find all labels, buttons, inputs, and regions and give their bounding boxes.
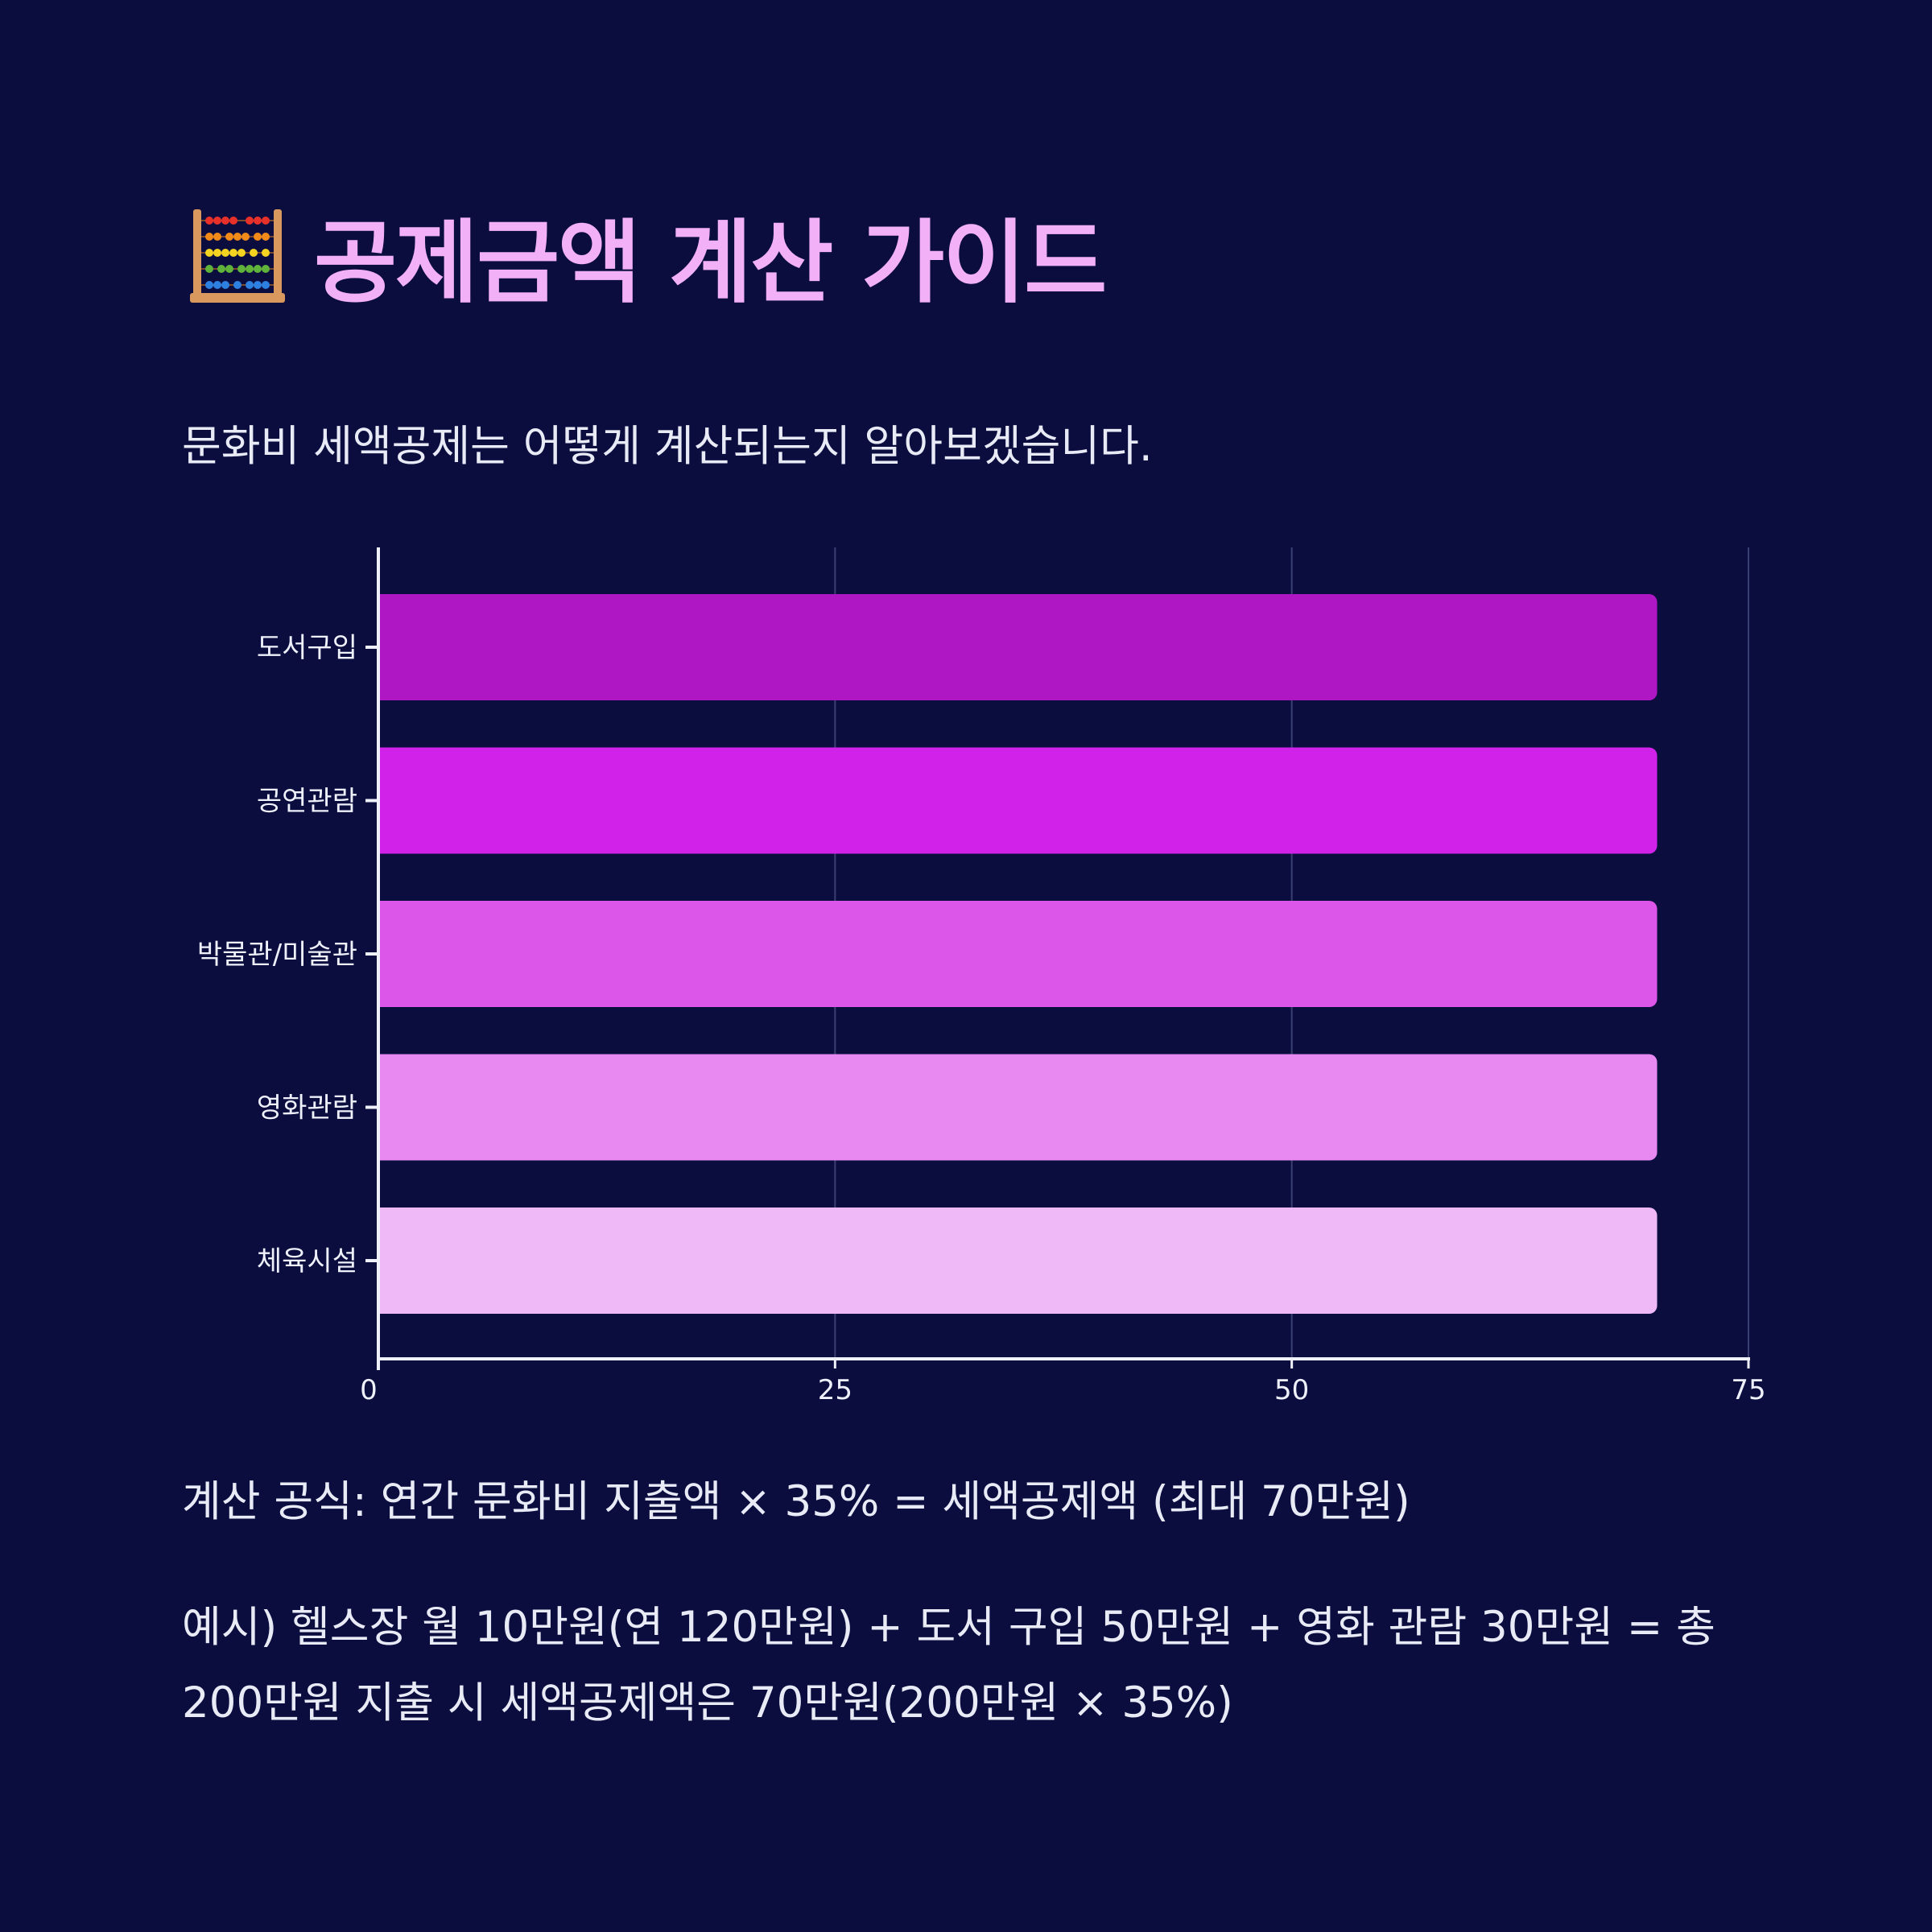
axes — [365, 547, 1750, 1370]
bar-edge-4 — [378, 1208, 394, 1314]
page-title: 공제금액 계산 가이드 — [314, 211, 1107, 316]
example-line-2: 200만원 지출 시 세액공제액은 70만원(200만원 × 35%) — [182, 1678, 1233, 1728]
formula-text: 계산 공식: 연간 문화비 지출액 × 35% = 세액공제액 (최대 70만원… — [182, 1477, 1410, 1526]
bar-edge-2 — [378, 901, 394, 1007]
y-tick-label: 영화관람 — [257, 1092, 357, 1125]
x-tick-label: 0 — [360, 1374, 378, 1406]
y-tick-label: 공연관람 — [257, 786, 357, 818]
bar-0 — [378, 594, 1657, 700]
bar-edge-1 — [378, 747, 394, 854]
bar-4 — [378, 1208, 1657, 1314]
y-tick-label: 체육시설 — [257, 1245, 357, 1278]
title-row: 공제금액 계산 가이드 — [185, 195, 1107, 316]
example-text: 예시) 헬스장 월 10만원(연 120만원) + 도서 구입 50만원 + 영… — [182, 1590, 1792, 1741]
bar-edge-0 — [378, 594, 394, 700]
y-tick-label: 도서구입 — [257, 632, 357, 664]
bar-3 — [378, 1054, 1657, 1161]
x-tick-label: 50 — [1274, 1374, 1309, 1406]
bar-1 — [378, 747, 1657, 854]
x-tick-label: 75 — [1731, 1374, 1765, 1406]
example-line-1: 예시) 헬스장 월 10만원(연 120만원) + 도서 구입 50만원 + 영… — [182, 1603, 1715, 1652]
bar-edge-3 — [378, 1054, 394, 1161]
y-tick-label: 박물관/미술관 — [197, 939, 357, 971]
x-tick-label: 25 — [818, 1374, 852, 1406]
abacus-icon — [190, 209, 285, 303]
page-subtitle: 문화비 세액공제는 어떻게 계산되는지 알아보겠습니다. — [182, 422, 1153, 471]
bars — [378, 594, 1657, 1314]
bar-2 — [378, 901, 1657, 1007]
